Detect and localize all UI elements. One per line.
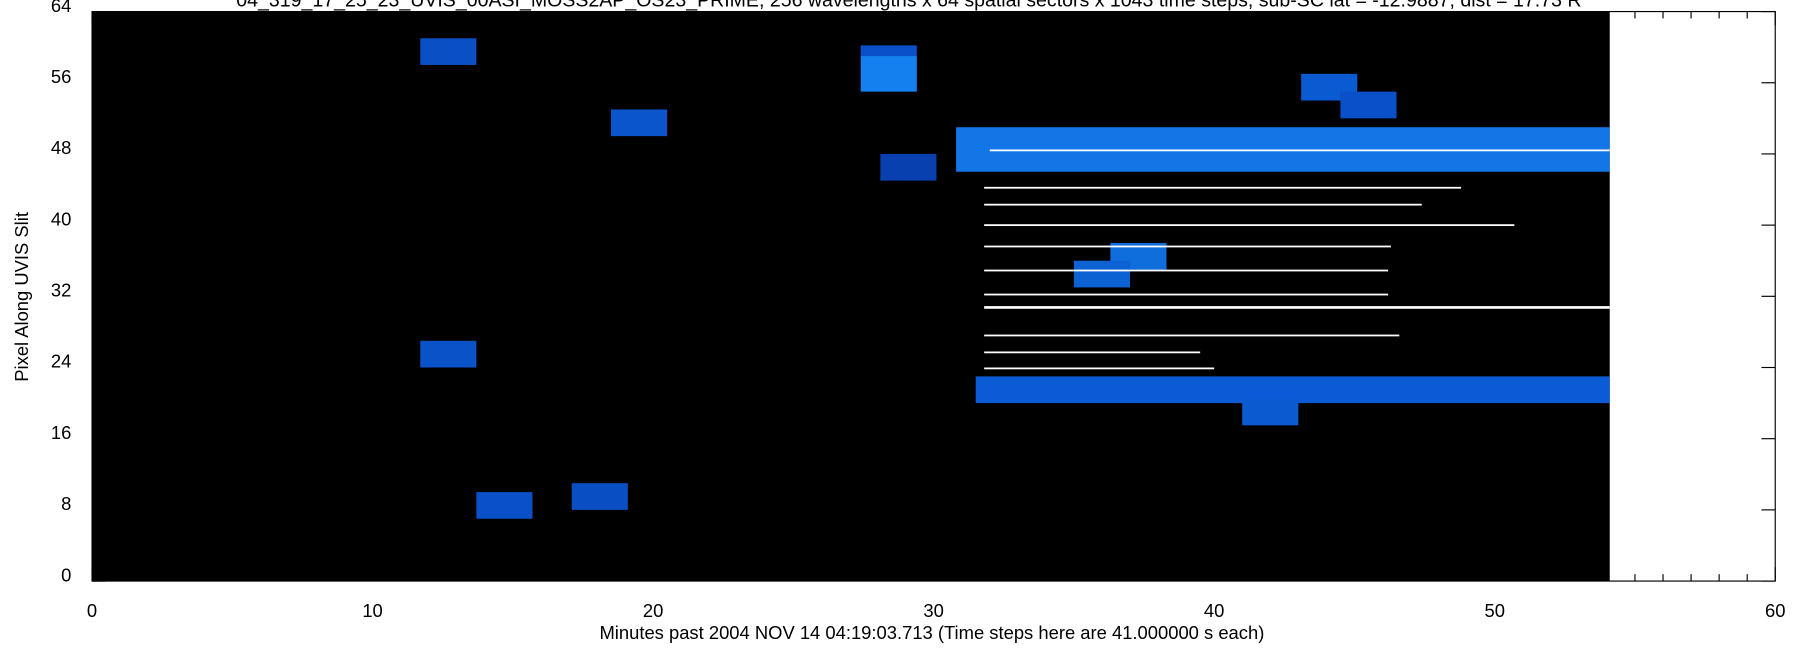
x-tick-label: 50 bbox=[1484, 600, 1504, 621]
x-tick-label: 20 bbox=[643, 600, 663, 621]
x-tick-label: 60 bbox=[1765, 600, 1785, 621]
x-tick-label: 30 bbox=[923, 600, 943, 621]
heatmap-cell bbox=[989, 149, 1610, 152]
y-tick-label: 64 bbox=[51, 0, 71, 16]
heatmap-cell bbox=[1073, 260, 1131, 288]
y-tick-label: 32 bbox=[51, 280, 71, 301]
heatmap-cell bbox=[1242, 398, 1299, 426]
heatmap-cell bbox=[984, 186, 1462, 189]
heatmap-cell bbox=[984, 306, 1610, 309]
heatmap-cell bbox=[1340, 91, 1397, 119]
heatmap-cell bbox=[984, 334, 1400, 337]
y-axis-label: Pixel Along UVIS Slit bbox=[11, 212, 32, 382]
y-tick-label: 16 bbox=[51, 422, 71, 443]
chart-title: 04_319_17_25_23_UVIS_00ASI_MOSS2AP_OS23_… bbox=[236, 0, 1581, 11]
heatmap-cell bbox=[984, 203, 1422, 206]
y-tick-label: 40 bbox=[51, 208, 71, 229]
heatmap-cell bbox=[420, 340, 477, 368]
y-tick-label: 0 bbox=[61, 564, 71, 585]
y-tick-label: 8 bbox=[61, 493, 71, 514]
heatmap-cell bbox=[476, 492, 533, 519]
heatmap-cell bbox=[984, 367, 1215, 370]
heatmap-cell bbox=[984, 224, 1515, 227]
heatmap-cell bbox=[984, 269, 1389, 272]
heatmap-cell bbox=[420, 38, 477, 65]
heatmap-cell bbox=[880, 153, 937, 181]
x-axis-label: Minutes past 2004 NOV 14 04:19:03.713 (T… bbox=[599, 622, 1264, 643]
x-tick-label: 0 bbox=[87, 600, 97, 621]
x-tick-label: 10 bbox=[362, 600, 382, 621]
heatmap-cell bbox=[984, 245, 1391, 248]
y-tick-label: 56 bbox=[51, 66, 71, 87]
heatmap-cell bbox=[571, 483, 628, 510]
heatmap-cell bbox=[860, 56, 917, 92]
heatmap-cell bbox=[860, 45, 917, 57]
y-tick-label: 24 bbox=[51, 351, 71, 372]
heatmap-cell bbox=[984, 293, 1389, 296]
x-tick-label: 40 bbox=[1204, 600, 1224, 621]
heatmap-cell bbox=[611, 109, 668, 137]
y-tick-label: 48 bbox=[51, 137, 71, 158]
heatmap-cell bbox=[984, 351, 1201, 354]
